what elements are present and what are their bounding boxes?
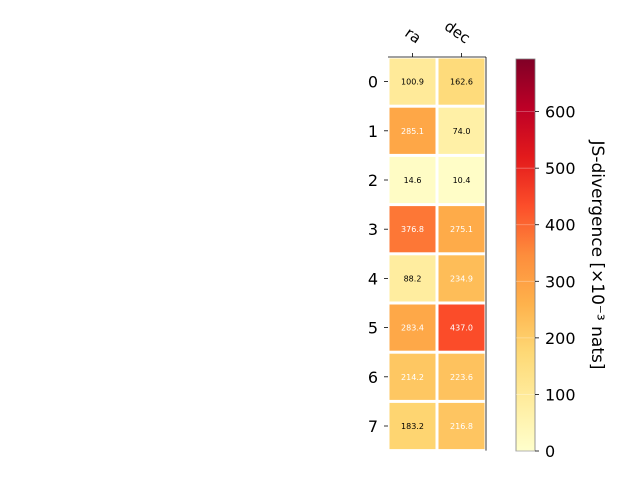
- colorbar-tick-label: 0: [545, 442, 555, 461]
- heatmap-cell: [389, 353, 436, 400]
- row-label: 2: [368, 171, 378, 190]
- heatmap-cell: [389, 107, 436, 154]
- column-labels: ra dec: [402, 17, 474, 57]
- colorbar-ticks: 0 100 200 300 400 500 600: [535, 103, 576, 461]
- colorbar-tick-label: 300: [545, 272, 576, 291]
- colorbar-tick-label: 600: [545, 103, 576, 122]
- heatmap-cell: [389, 206, 436, 253]
- cell-value-label: 183.2: [401, 422, 424, 431]
- cell-value-label: 223.6: [450, 373, 473, 382]
- cell-value-label: 214.2: [401, 373, 424, 382]
- cell-value-label: 283.4: [401, 324, 424, 333]
- colorbar-tick-label: 200: [545, 329, 576, 348]
- heatmap-cell: [389, 402, 436, 450]
- colorbar: 0 100 200 300 400 500 600 JS-divergence [×10⁻³…: [515, 58, 607, 461]
- cell-value-label: 88.2: [404, 274, 422, 283]
- row-label: 0: [368, 73, 378, 92]
- cell-value-label: 74.0: [453, 127, 471, 136]
- cell-value-label: 376.8: [401, 225, 424, 234]
- colorbar-tick-lines: [516, 111, 535, 452]
- heatmap-cell: [438, 107, 485, 154]
- cell-value-label: 234.9: [450, 274, 473, 283]
- heatmap-cell: [389, 304, 436, 351]
- row-label: 3: [368, 220, 378, 239]
- heatmap-cell: [438, 156, 485, 204]
- heatmap-cell: [438, 304, 485, 351]
- heatmap-cell: [389, 58, 436, 105]
- colorbar-tick-label: 100: [545, 385, 576, 404]
- colorbar-tick-label: 400: [545, 216, 576, 235]
- cell-value-label: 100.9: [401, 78, 424, 87]
- row-labels: 0 1 2 3 4 5 6 7: [368, 73, 388, 436]
- cell-value-label: 10.4: [453, 176, 471, 185]
- colorbar-label: JS-divergence [×10⁻³ nats]: [587, 140, 607, 370]
- row-label: 1: [368, 122, 378, 141]
- heatmap-cell: [389, 156, 436, 204]
- row-label: 4: [368, 269, 378, 288]
- cell-value-label: 285.1: [401, 127, 424, 136]
- column-label: dec: [441, 17, 473, 47]
- cell-value-label: 275.1: [450, 225, 473, 234]
- heatmap-cell: [438, 206, 485, 253]
- row-label: 7: [368, 417, 378, 436]
- cell-value-label: 216.8: [450, 422, 473, 431]
- heatmap-cell: [389, 255, 436, 302]
- column-label: ra: [402, 24, 425, 48]
- heatmap-cell: [438, 353, 485, 400]
- heatmap-cell: [438, 255, 485, 302]
- colorbar-tick-label: 500: [545, 159, 576, 178]
- row-label: 6: [368, 368, 378, 387]
- cell-value-label: 14.6: [404, 176, 422, 185]
- heatmap-grid: 100.9 162.6 285.1 74.0 14.6 10.4 376.8 275.1 88.…: [388, 56, 487, 451]
- colorbar-gradient: [515, 58, 536, 452]
- heatmap-cell: [438, 58, 485, 105]
- row-label: 5: [368, 319, 378, 338]
- heatmap-cell: [438, 402, 485, 450]
- cell-value-label: 437.0: [450, 324, 473, 333]
- cell-value-label: 162.6: [450, 78, 473, 87]
